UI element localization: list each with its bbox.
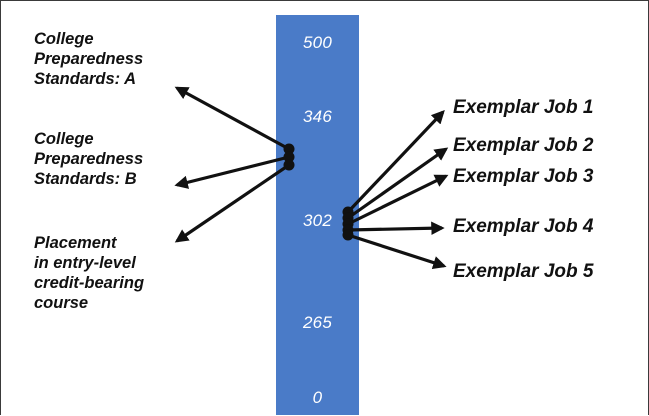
left-label-line: course (34, 294, 89, 312)
job-label-5: Exemplar Job 5 (453, 261, 594, 282)
anchor-dot (283, 143, 295, 155)
arrow-to-placement (174, 163, 290, 243)
left-label-line: College (34, 130, 94, 148)
left-label-line: in entry-level (34, 254, 136, 272)
arrow-to-job-1 (346, 110, 445, 214)
job-label-3: Exemplar Job 3 (453, 166, 594, 187)
scale-label-346: 346 (303, 107, 332, 126)
scale-label-500: 500 (303, 33, 332, 52)
left-label-line: College (34, 30, 94, 48)
scale-label-0: 0 (312, 388, 323, 407)
left-label-placement: Placement in entry-level credit-bearing … (34, 233, 144, 313)
left-label-line: Placement (34, 234, 117, 252)
arrow-to-job-3 (347, 174, 449, 226)
arrow-to-standards-a (174, 86, 290, 151)
scale-label-302: 302 (303, 211, 332, 230)
arrow-to-job-4 (347, 221, 445, 235)
left-label-line: credit-bearing (34, 274, 145, 292)
left-label-standards-b: College Preparedness Standards: B (34, 129, 143, 189)
left-label-line: Standards: A (34, 70, 137, 88)
left-label-line: Preparedness (34, 50, 144, 68)
left-label-line: Standards: B (34, 170, 137, 188)
anchor-dot (283, 159, 295, 171)
anchor-dot (342, 229, 354, 241)
left-label-standards-a: College Preparedness Standards: A (34, 29, 143, 89)
arrow-to-job-2 (347, 147, 449, 220)
left-label-line: Preparedness (34, 150, 144, 168)
scale-label-265: 265 (303, 313, 332, 332)
arrow-to-standards-b (174, 155, 290, 189)
job-label-2: Exemplar Job 2 (453, 135, 594, 156)
arrow-to-job-5 (347, 233, 447, 270)
anchor-dot (283, 151, 295, 163)
job-label-4: Exemplar Job 4 (453, 216, 594, 237)
job-label-1: Exemplar Job 1 (453, 97, 594, 118)
